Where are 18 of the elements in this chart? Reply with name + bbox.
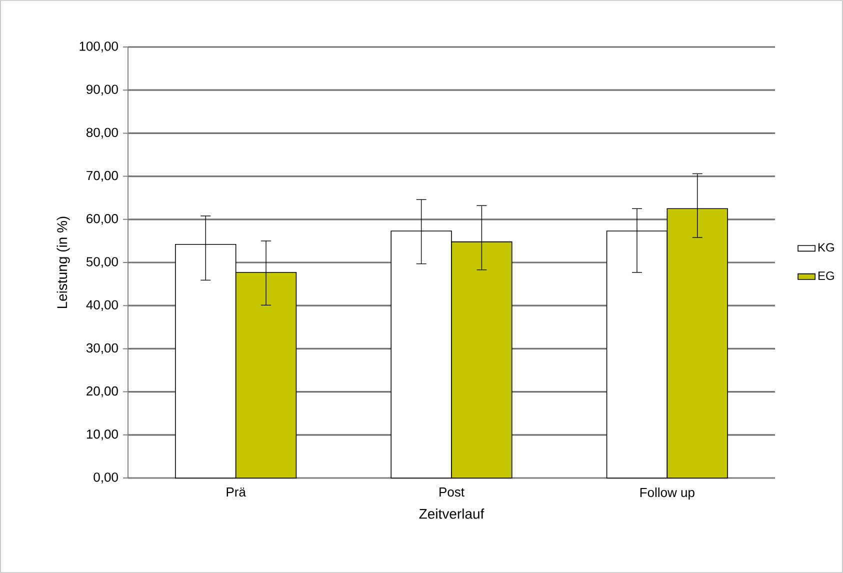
legend-label: KG <box>818 243 834 252</box>
y-tick-label: 60,00 <box>86 214 118 225</box>
y-tick-label: 30,00 <box>86 343 118 354</box>
y-tick-label: 70,00 <box>86 170 118 182</box>
y-tick-label: 40,00 <box>86 300 118 311</box>
x-tick-label: Post <box>440 488 464 497</box>
x-tick-label: Prä <box>226 488 246 497</box>
y-tick-label: 20,00 <box>86 386 118 398</box>
y-tick-label: 50,00 <box>86 257 118 268</box>
legend-label: EG <box>818 272 834 280</box>
y-tick-label: 100,00 <box>80 42 118 52</box>
y-tick-label: 10,00 <box>86 430 118 440</box>
x-tick-label: Follow up <box>640 488 694 500</box>
y-tick-label: 0,00 <box>94 472 118 484</box>
y-axis-title: Leistung (in %) <box>56 216 70 308</box>
y-tick-label: 80,00 <box>86 128 118 139</box>
y-tick-label: 90,00 <box>86 84 118 96</box>
x-axis-title: Zeitverlauf <box>419 508 484 519</box>
